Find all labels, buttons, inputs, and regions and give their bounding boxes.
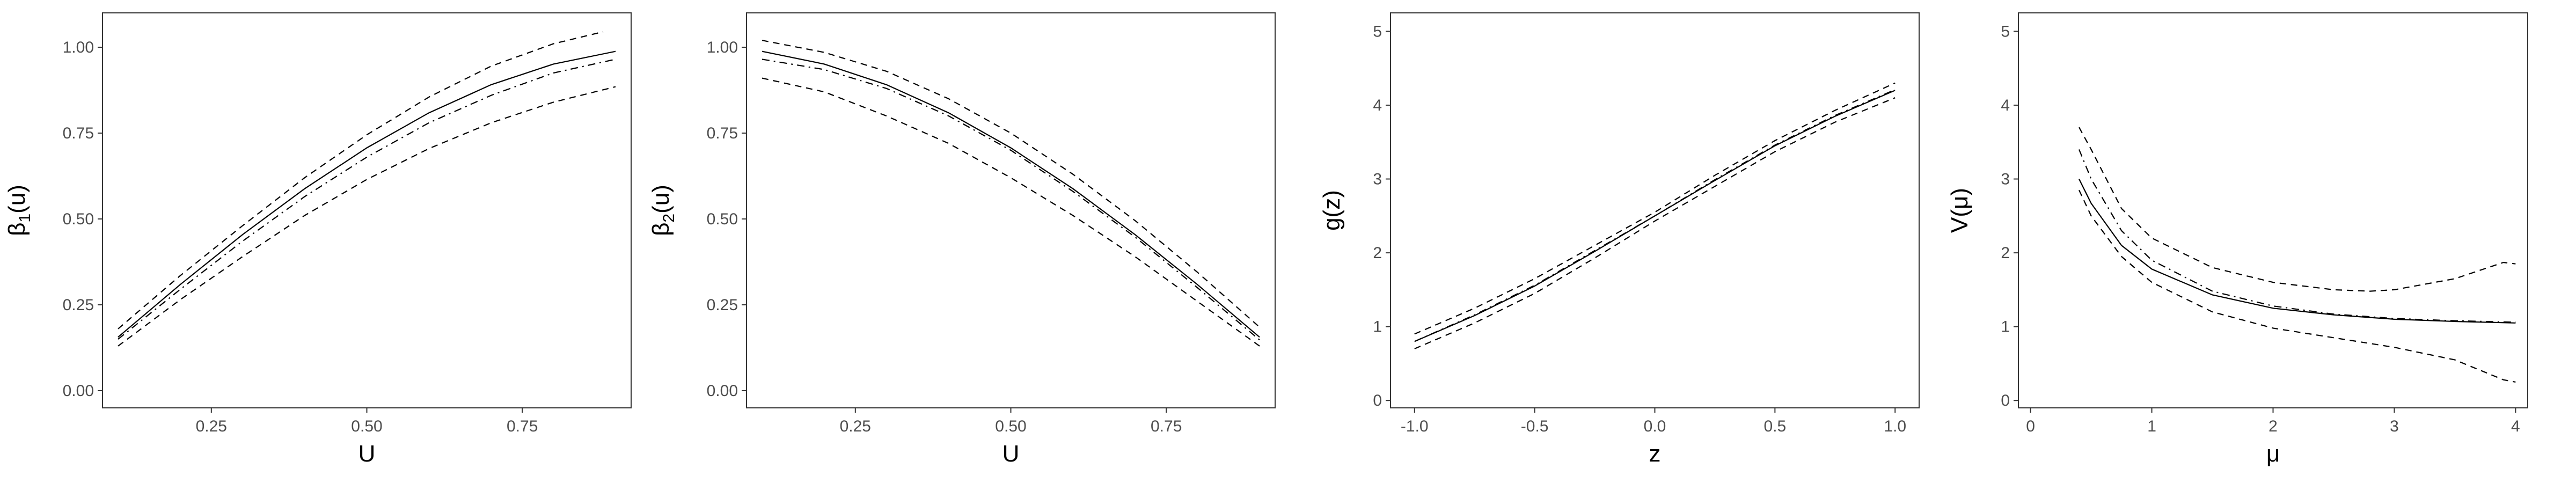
x-tick-label: -0.5 — [1521, 418, 1549, 435]
panel-border — [102, 12, 632, 408]
y-tick-label: 2 — [2001, 244, 2010, 262]
y-tick-label: 3 — [1373, 171, 1382, 188]
y-tick-label: 2 — [1373, 244, 1382, 262]
x-tick-label: 0.25 — [840, 418, 871, 435]
x-tick-label: 0.75 — [507, 418, 538, 435]
y-tick-label: 0 — [1373, 392, 1382, 409]
series-line-dashed-3 — [2079, 127, 2516, 292]
series-line-dashed-4 — [1414, 97, 1896, 349]
y-tick-label: 0.25 — [63, 296, 94, 314]
y-tick-label: 0.50 — [707, 210, 738, 228]
x-tick-label: -1.0 — [1401, 418, 1429, 435]
series-line-dashed-3 — [762, 40, 1260, 328]
x-axis-title: U — [1002, 441, 1020, 467]
y-tick-label: 0.75 — [707, 125, 738, 142]
chart-panel-1: 0.25 0.50 0.75 0.00 0.25 0.50 0.75 1.00 Uβ1(u) — [4, 12, 632, 467]
x-tick-label: 2 — [2268, 418, 2278, 435]
series-line-dashdot-2 — [1414, 89, 1896, 342]
panel-border — [1390, 12, 1920, 408]
y-tick-label: 0 — [2001, 392, 2010, 409]
x-tick-label: 4 — [2511, 418, 2520, 435]
x-axis-title: z — [1649, 441, 1661, 467]
y-axis-title-symbol: β — [648, 223, 674, 236]
series-line-solid-1 — [762, 50, 1260, 338]
series-line-solid-1 — [118, 50, 616, 338]
series-line-dashdot-2 — [118, 58, 616, 340]
series-line-dashed-4 — [118, 86, 616, 347]
x-tick-label: 0.0 — [1644, 418, 1666, 435]
y-axis-title-argument: (u) — [648, 185, 674, 214]
x-tick-label: 0.5 — [1764, 418, 1787, 435]
y-tick-label: 1 — [1373, 318, 1382, 336]
x-tick-label: 1.0 — [1884, 418, 1906, 435]
y-axis-title: β2(u) — [648, 185, 678, 236]
y-tick-label: 0.50 — [63, 210, 94, 228]
x-tick-label: 0.25 — [196, 418, 227, 435]
chart-panel-2: 0.25 0.50 0.75 0.00 0.25 0.50 0.75 1.00 Uβ2(u) — [648, 12, 1276, 467]
y-tick-label: 4 — [2001, 97, 2010, 114]
y-axis-title-symbol: β — [4, 223, 30, 236]
series-line-dashed-4 — [2079, 189, 2516, 383]
x-tick-label: 0.50 — [351, 418, 382, 435]
y-axis-title: g(z) — [1319, 190, 1345, 231]
panel-border — [746, 12, 1276, 408]
chart-panel-4: 0 1 2 3 4 0 1 2 3 4 5 μ V(μ) — [1946, 12, 2528, 467]
y-tick-label: 5 — [2001, 23, 2010, 40]
y-axis-title: V(μ) — [1946, 188, 1973, 233]
x-tick-label: 1 — [2147, 418, 2156, 435]
y-tick-label: 3 — [2001, 171, 2010, 188]
x-axis-title: U — [358, 441, 376, 467]
series-line-solid-1 — [2079, 179, 2516, 324]
y-axis-title-subscript: 2 — [660, 214, 678, 223]
x-axis-title: μ — [2266, 441, 2280, 467]
y-axis-title: β1(u) — [4, 185, 34, 236]
y-tick-label: 0.75 — [63, 125, 94, 142]
y-tick-label: 0.00 — [63, 382, 94, 400]
series-line-dashdot-2 — [762, 58, 1260, 341]
chart-panel-3: -1.0 -0.5 0.0 0.5 1.0 0 1 2 3 4 5 z g(z) — [1319, 12, 1920, 467]
series-line-dashed-3 — [118, 31, 604, 330]
series-line-dashdot-2 — [2078, 149, 2516, 323]
y-axis-title-subscript: 1 — [16, 214, 34, 223]
y-axis-title-argument: (u) — [4, 185, 30, 214]
x-tick-label: 3 — [2390, 418, 2399, 435]
series-line-dashed-3 — [1414, 82, 1896, 335]
x-tick-label: 0.75 — [1151, 418, 1182, 435]
y-tick-label: 0.25 — [707, 296, 738, 314]
panel-border — [2018, 12, 2528, 408]
y-tick-label: 1.00 — [707, 39, 738, 56]
series-line-dashed-4 — [762, 77, 1260, 347]
y-tick-label: 1 — [2001, 318, 2010, 336]
y-tick-label: 0.00 — [707, 382, 738, 400]
x-tick-label: 0.50 — [995, 418, 1026, 435]
x-tick-label: 0 — [2026, 418, 2035, 435]
y-tick-label: 1.00 — [63, 39, 94, 56]
y-tick-label: 4 — [1373, 97, 1382, 114]
y-tick-label: 5 — [1373, 23, 1382, 40]
